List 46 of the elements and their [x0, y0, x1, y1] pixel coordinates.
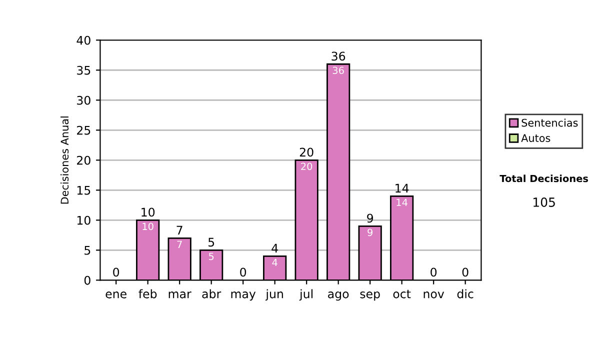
x-tick-label: dic — [457, 289, 474, 298]
total-label: 7 — [176, 226, 182, 234]
data-label: 9 — [368, 228, 372, 236]
x-tick-label: ago — [328, 292, 349, 301]
x-tick-label: jun — [265, 289, 283, 301]
total-label: 9 — [367, 214, 373, 223]
total-label: 0 — [430, 268, 437, 277]
x-tick-label: abr — [202, 289, 222, 298]
total-label: 20 — [300, 148, 314, 157]
total-label: 0 — [462, 268, 468, 277]
text: Total Decisiones — [500, 174, 588, 182]
total-label: 0 — [113, 268, 120, 277]
x-tick-label: sep — [360, 292, 380, 301]
data-label: 4 — [272, 258, 278, 266]
y-tick-label: 20 — [77, 156, 90, 165]
y-axis-title: Decisiones Anual — [60, 116, 69, 204]
y-tick-label: 5 — [84, 246, 90, 255]
y-tick-label: 35 — [77, 66, 90, 75]
x-tick-label: mar — [168, 292, 192, 298]
data-label: 20 — [301, 162, 312, 170]
total-label: 36 — [332, 52, 346, 61]
x-tick-label: feb — [138, 289, 157, 298]
y-tick-label: 30 — [77, 96, 90, 105]
total-label: 5 — [208, 238, 214, 247]
y-tick-label: 15 — [77, 186, 90, 195]
y-tick-label: 25 — [77, 126, 90, 135]
y-tick-label: 0 — [84, 276, 90, 285]
text: 105 — [534, 198, 555, 207]
legend-label: Autos — [521, 134, 550, 142]
data-label: 7 — [177, 240, 182, 248]
x-tick-label: ene — [106, 292, 126, 298]
x-tick-label: may — [231, 292, 256, 301]
data-label: 36 — [332, 66, 344, 74]
data-label: 5 — [208, 252, 214, 260]
x-tick-label: jul — [299, 289, 312, 301]
y-tick-label: 40 — [76, 36, 90, 45]
total-label: 4 — [272, 244, 278, 252]
x-tick-label: nov — [424, 292, 444, 298]
total-label: 14 — [396, 184, 409, 192]
y-tick-label: 10 — [77, 216, 90, 225]
data-label: 14 — [396, 198, 408, 206]
total-label: 0 — [240, 268, 246, 277]
x-tick-label: oct — [393, 290, 411, 298]
total-label: 10 — [142, 208, 155, 217]
legend-label: Sentencias — [522, 118, 578, 127]
data-label: 10 — [142, 222, 154, 230]
